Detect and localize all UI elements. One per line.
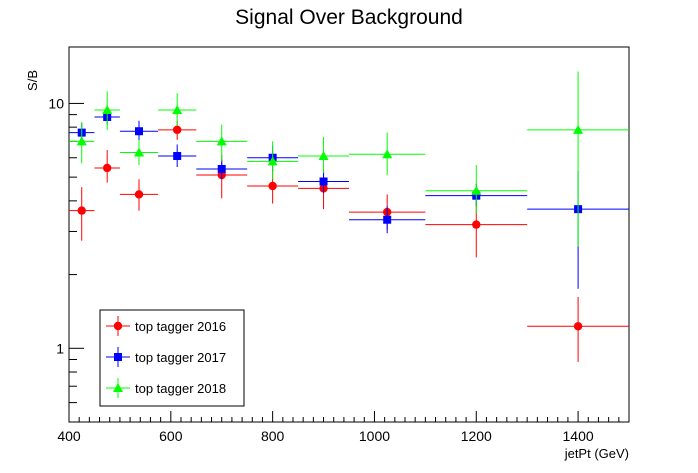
data-point (172, 105, 183, 115)
y-tick-label: 10 (48, 95, 64, 111)
x-tick-label: 1000 (359, 428, 390, 444)
data-point (472, 220, 481, 229)
x-tick-label: 800 (261, 428, 285, 444)
legend-label: top tagger 2017 (135, 350, 226, 365)
data-point (217, 164, 226, 173)
series-3 (69, 71, 629, 247)
data-point (134, 147, 144, 157)
data-point (134, 190, 144, 199)
x-tick-label: 1400 (563, 428, 594, 444)
data-point (216, 136, 227, 146)
data-point (102, 105, 113, 115)
y-tick-label: 1 (56, 340, 64, 356)
legend-marker (114, 353, 122, 361)
legend-label: top tagger 2016 (135, 319, 226, 334)
data-point (76, 136, 87, 146)
data-point (573, 322, 583, 331)
legend-label: top tagger 2018 (135, 381, 226, 396)
x-axis: 400 600 800 1000 1200 1400 (57, 411, 630, 444)
data-point (267, 156, 278, 166)
series-layer (69, 71, 629, 362)
x-tick-label: 600 (159, 428, 183, 444)
data-point (471, 185, 482, 195)
data-point (319, 177, 328, 186)
data-point (172, 125, 182, 135)
legend-marker (113, 383, 123, 392)
x-tick-label: 1200 (461, 428, 492, 444)
x-tick-label: 400 (57, 428, 81, 444)
data-point (382, 149, 393, 159)
y-axis: 1 10 (48, 95, 84, 423)
data-point (318, 150, 329, 160)
x-axis-label: jetPt (GeV) (564, 446, 629, 461)
chart-title: Signal Over Background (235, 6, 463, 29)
legend: top tagger 2016 top tagger 2017 top tagger… (99, 309, 245, 407)
data-point (77, 206, 86, 215)
y-axis-label: S/B (25, 70, 40, 91)
data-point (173, 151, 182, 160)
data-point (268, 181, 277, 191)
data-point (102, 163, 112, 173)
data-point (135, 127, 143, 136)
plot-frame (68, 46, 630, 423)
data-point (383, 215, 392, 224)
legend-marker (113, 321, 123, 331)
data-point (573, 124, 584, 134)
series-2 (69, 110, 629, 289)
